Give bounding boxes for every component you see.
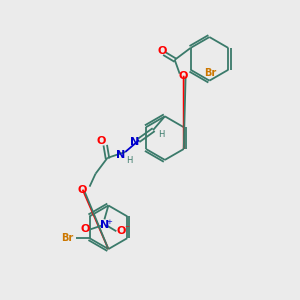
Text: O: O bbox=[78, 184, 87, 195]
Text: O: O bbox=[157, 46, 167, 56]
Text: O: O bbox=[97, 136, 106, 146]
Text: Br: Br bbox=[61, 233, 74, 243]
Text: N: N bbox=[130, 137, 139, 147]
Text: ⁻: ⁻ bbox=[125, 224, 130, 234]
Text: O: O bbox=[117, 226, 126, 236]
Text: N: N bbox=[100, 220, 109, 230]
Text: O: O bbox=[81, 224, 90, 234]
Text: O: O bbox=[179, 71, 188, 81]
Text: H: H bbox=[126, 156, 132, 165]
Text: +: + bbox=[106, 219, 112, 225]
Text: H: H bbox=[158, 130, 164, 139]
Text: Br: Br bbox=[204, 68, 217, 78]
Text: N: N bbox=[116, 150, 125, 160]
